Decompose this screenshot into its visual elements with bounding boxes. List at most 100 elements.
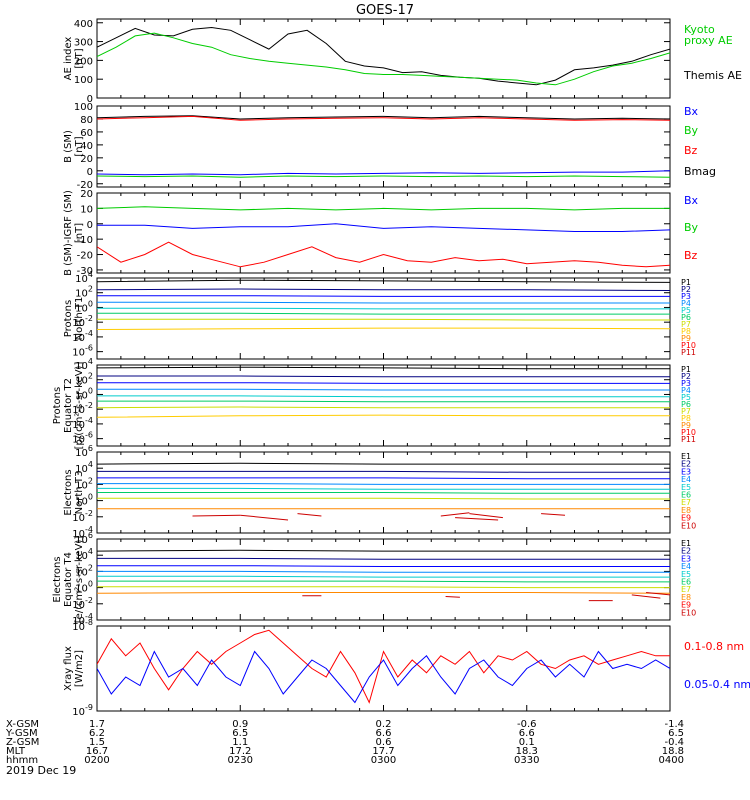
footer-value: 0.6 <box>376 737 392 748</box>
legend-item: P11 <box>681 348 696 357</box>
legend-item: Bx <box>684 194 699 207</box>
channel-line <box>97 388 670 391</box>
legend-item: P10 <box>681 428 696 437</box>
y-axis-label: Equator T2 <box>63 378 74 433</box>
y-axis-label: B (SM)-IGRF (SM) <box>63 190 74 276</box>
channel-segment <box>469 513 503 519</box>
legend-item: P9 <box>681 334 691 343</box>
footer-value: 6.5 <box>668 728 684 739</box>
y-axis-label: [W/m2] <box>74 650 85 687</box>
y-axis-label: Electrons <box>52 556 63 602</box>
legend-item: P3 <box>681 379 691 388</box>
y-tick-label: 100 <box>74 102 93 113</box>
legend-item: P5 <box>681 306 691 315</box>
legend-item: E3 <box>681 467 691 476</box>
y-tick-label: -20 <box>77 251 93 262</box>
channel-segment <box>541 513 566 516</box>
footer-value: 0.1 <box>519 737 535 748</box>
y-axis-label: [e/(cm²-s-sr-keV)] <box>74 536 85 624</box>
series-line <box>97 32 670 86</box>
legend-item: P10 <box>681 341 696 350</box>
legend-item: E4 <box>681 475 691 484</box>
y-axis-label: Electrons <box>63 469 74 515</box>
channel-segment <box>192 514 241 517</box>
y-tick-label: 0 <box>87 220 93 231</box>
plot-area <box>97 279 670 330</box>
channel-line <box>97 570 670 573</box>
footer-value: 1.5 <box>89 737 105 748</box>
y-tick-label: 20 <box>80 154 93 165</box>
y-tick-label: 400 <box>74 19 93 30</box>
channel-segment <box>240 514 289 521</box>
legend-item: Kyoto <box>684 23 715 36</box>
y-tick-label: -30 <box>77 266 93 277</box>
legend-item: P8 <box>681 414 691 423</box>
panel-2: -20 0 20 40 60 80 100 B (SM) [nT] Bx By Bz Bmag <box>63 102 716 191</box>
legend-item: P2 <box>681 372 691 381</box>
footer-row-label: hhmm <box>6 755 38 766</box>
footer-row-label: Z-GSM <box>6 737 39 748</box>
legend-item: P8 <box>681 327 691 336</box>
series-line <box>97 650 670 704</box>
legend-item: P4 <box>681 299 691 308</box>
channel-line <box>97 318 670 321</box>
y-axis-label: AE index <box>63 37 74 81</box>
channel-line <box>97 592 670 594</box>
channel-line <box>97 288 670 291</box>
legend-item: P3 <box>681 292 691 301</box>
legend-item: E1 <box>681 452 691 461</box>
series-line <box>97 26 670 86</box>
y-axis-label: [nT] <box>74 136 85 156</box>
legend-item: E8 <box>681 593 691 602</box>
y-tick-label: 300 <box>74 38 93 49</box>
channel-segment <box>631 594 661 599</box>
channel-line <box>97 492 670 494</box>
legend-item: P9 <box>681 421 691 430</box>
legend-item: E10 <box>681 521 696 530</box>
footer-value: 6.5 <box>232 728 248 739</box>
footer-value: 6.2 <box>89 728 105 739</box>
legend-item: P1 <box>681 365 691 374</box>
panel-frame <box>96 18 671 99</box>
footer-date: 2019 Dec 19 <box>6 764 76 777</box>
channel-line <box>97 549 670 552</box>
legend-item: 0.05-0.4 nm <box>684 678 750 691</box>
y-axis-label: North T3 <box>74 471 85 515</box>
channel-line <box>97 400 670 403</box>
legend-item: 0.1-0.8 nm <box>684 640 744 653</box>
plot-area <box>97 462 670 521</box>
channel-line <box>97 295 670 297</box>
channel-line <box>97 470 670 473</box>
legend-item: E9 <box>681 601 691 610</box>
series-line <box>97 175 670 178</box>
legend-item: E6 <box>681 578 691 587</box>
legend-item: E6 <box>681 491 691 500</box>
legend-item: P11 <box>681 435 696 444</box>
legend-item: E7 <box>681 585 691 594</box>
y-tick-label: 100 <box>74 75 93 86</box>
channel-line <box>97 366 670 370</box>
footer-value: 0.9 <box>232 719 248 730</box>
legend-item: P6 <box>681 313 691 322</box>
channel-line <box>97 575 670 578</box>
footer-value: 0200 <box>84 755 109 766</box>
y-tick-label: 10 <box>80 204 93 215</box>
legend-item: Bz <box>684 144 698 157</box>
legend-item: P6 <box>681 400 691 409</box>
channel-line <box>97 327 670 330</box>
y-tick-label: 20 <box>80 189 93 200</box>
y-tick-label: 0 <box>87 167 93 178</box>
channel-line <box>97 395 670 398</box>
channel-line <box>97 477 670 480</box>
channel-line <box>97 586 670 589</box>
channel-segment <box>440 512 470 517</box>
channel-line <box>97 483 670 485</box>
legend-item: E10 <box>681 608 696 617</box>
footer-value: 0230 <box>228 755 253 766</box>
y-axis-label: North T1 <box>74 297 85 341</box>
footer-value: 17.2 <box>229 746 251 757</box>
channel-line <box>97 375 670 378</box>
legend-item: P7 <box>681 407 691 416</box>
